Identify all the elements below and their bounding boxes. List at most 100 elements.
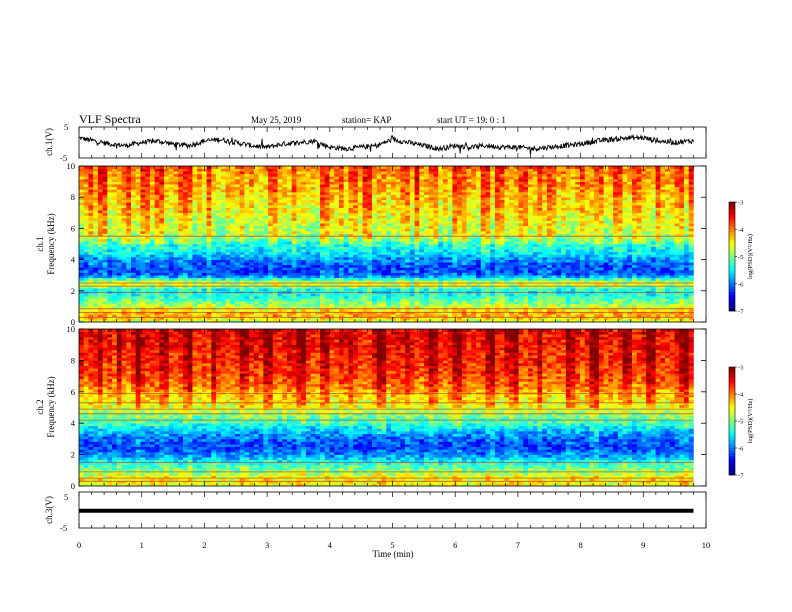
ch1-spec-cell (149, 283, 155, 286)
ch1-spec-cell (145, 207, 151, 211)
ch1-spec-cell (88, 267, 94, 271)
ch1-spec-cell (97, 298, 103, 302)
ch1-spec-cell (348, 192, 354, 195)
ch1-spec-cell (249, 238, 255, 242)
ch1-spec-cell (112, 285, 118, 289)
ch1-spec-cell (234, 319, 241, 323)
ch1-spec-cell (263, 225, 269, 229)
ch1-spec-cell (324, 259, 330, 263)
ch1-spec-cell (367, 184, 373, 188)
ch1-spec-cell (414, 275, 420, 279)
ch1-spec-cell (159, 298, 165, 302)
ch1-spec-cell (386, 272, 392, 276)
ch1-spec-cell (376, 218, 382, 221)
ch1-spec-cell (249, 267, 255, 271)
ch1-spec-cell (192, 249, 198, 253)
ch1-spec-cell (376, 301, 382, 305)
ch1-spec-cell (234, 301, 241, 305)
ch1-spec-cell (263, 285, 269, 289)
ch1-spec-cell (216, 238, 222, 242)
ch1-spec-cell (296, 192, 302, 195)
ch1-spec-cell (315, 270, 321, 273)
ch1-spec-cell (296, 189, 302, 193)
ch1-spec-cell (286, 316, 292, 320)
ch1-spec-cell (409, 288, 415, 292)
ch1-spec-cell (390, 288, 396, 292)
ch1-spec-cell (121, 288, 127, 292)
ch1-spec-cell (324, 267, 330, 271)
ch1-spec-cell (83, 173, 89, 177)
ch1-spec-cell (88, 173, 94, 177)
ch1-spec-cell (296, 207, 302, 211)
ch1-spec-cell (301, 254, 307, 258)
ch1-spec-cell (447, 298, 453, 302)
ch1-spec-cell (282, 283, 288, 286)
ch1-spec-cell (461, 233, 467, 237)
ch1-spec-cell (135, 168, 141, 172)
ch1-spec-cell (93, 202, 99, 206)
ch1-spec-cell (249, 288, 255, 292)
ch1-spec-cell (234, 259, 241, 263)
ch1-spec-cell (239, 231, 245, 234)
ch1-spec-cell (268, 207, 274, 211)
ch1-spec-cell (461, 314, 467, 318)
ch1-spec-cell (320, 288, 326, 292)
ch1-spec-cell (83, 218, 89, 221)
ch1-spec-cell (447, 236, 453, 240)
ch1-spec-cell (112, 280, 118, 284)
ch1-spec-cell (348, 272, 354, 276)
ch1-spec-cell (258, 257, 264, 260)
ch1-spec-cell (220, 184, 226, 188)
ch1-spec-cell (452, 262, 458, 266)
ch1-spec-cell (452, 225, 458, 229)
ch1-spec-cell (178, 212, 184, 216)
ch1-spec-cell (239, 244, 245, 247)
ch1-spec-cell (338, 205, 344, 208)
ch1-spec-cell (376, 236, 382, 240)
ch1-spec-cell (372, 280, 378, 284)
ch1-spec-cell (140, 293, 146, 297)
ch1-spec-cell (263, 168, 269, 172)
ch1-spec-cell (145, 293, 151, 297)
ch1-spec-cell (225, 179, 231, 182)
ch1-spec-cell (187, 205, 193, 208)
ch1-spec-cell (197, 236, 203, 240)
ch1-spec-cell (244, 218, 250, 221)
ch1-spec-cell (301, 241, 307, 245)
ch1-spec-cell (310, 309, 316, 312)
ch1-spec-cell (428, 176, 434, 180)
ch1-spec-cell (447, 306, 453, 310)
ch1-spec-cell (386, 171, 392, 175)
ch1-spec-cell (414, 236, 420, 240)
ch1-spec-cell (296, 311, 302, 315)
ch1-spec-cell (334, 257, 340, 260)
ch1-spec-cell (457, 238, 463, 242)
ch1-spec-cell (353, 176, 359, 180)
ch1-spec-cell (268, 301, 274, 305)
ch1-spec-cell (112, 181, 118, 185)
ch1-spec-cell (249, 285, 255, 289)
ch1-spec-cell (305, 257, 311, 260)
ch1-spec-cell (263, 215, 269, 219)
ch1-spec-cell (216, 241, 222, 245)
ch1-spec-cell (286, 231, 292, 234)
ch1-spec-cell (93, 270, 99, 273)
ch1-spec-cell (390, 181, 396, 185)
ch1-spec-cell (268, 277, 274, 281)
ch1-spec-cell (320, 316, 326, 320)
ch1-spec-cell (334, 311, 340, 315)
ch1-spec-cell (424, 202, 430, 206)
ch1-spec-cell (79, 306, 85, 310)
start-time-label: start UT = 19: 0 : 1 (437, 115, 506, 125)
ch1-spec-cell (220, 244, 226, 247)
ch1-spec-cell (206, 220, 212, 224)
ch1-spec-cell (277, 176, 283, 180)
ch1-spec-cell (168, 192, 174, 195)
ch1-spec-cell (291, 254, 297, 258)
ch1-spec-cell (405, 272, 411, 276)
ch1-spec-cell (291, 259, 297, 263)
ch1-spec-cell (149, 179, 155, 182)
ch1-spec-cell (154, 184, 160, 188)
ch1-spec-cell (121, 215, 127, 219)
ch1-spec-cell (310, 194, 316, 198)
